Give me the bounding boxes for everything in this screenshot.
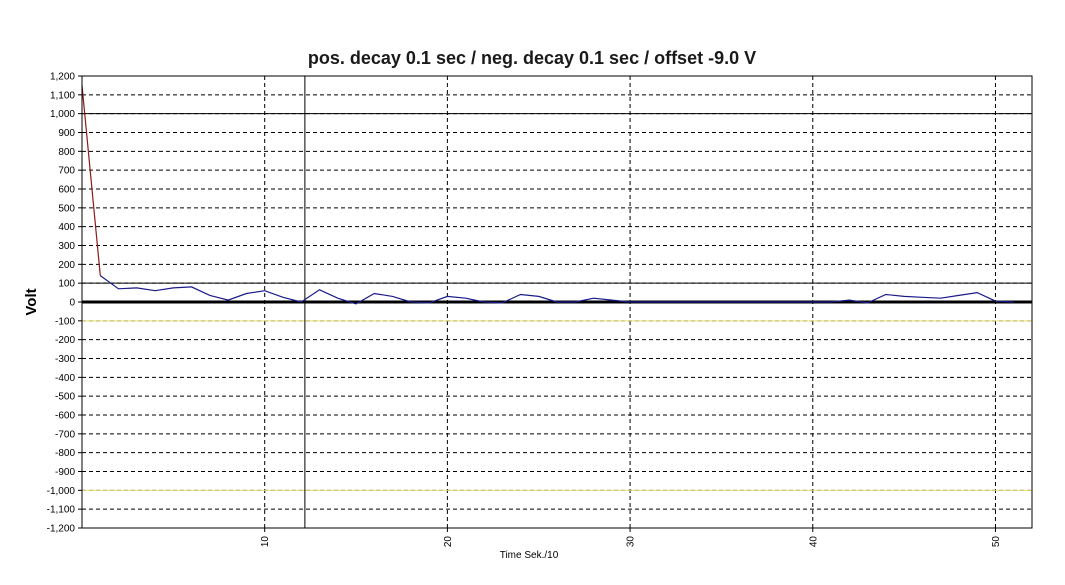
chart-title: pos. decay 0.1 sec / neg. decay 0.1 sec … bbox=[308, 48, 756, 68]
y-tick-label: 300 bbox=[58, 241, 75, 252]
x-tick-label: 10 bbox=[260, 536, 271, 548]
y-tick-label: 500 bbox=[58, 203, 75, 214]
x-axis-label: Time Sek./10 bbox=[500, 550, 559, 561]
x-tick-label: 40 bbox=[808, 536, 819, 548]
y-tick-label: 200 bbox=[58, 260, 75, 271]
y-tick-label: 0 bbox=[69, 298, 75, 309]
y-tick-label: 700 bbox=[58, 166, 75, 177]
y-tick-label: -1,200 bbox=[47, 524, 76, 535]
y-tick-label: -1,100 bbox=[47, 505, 76, 516]
x-tick-label: 50 bbox=[991, 536, 1002, 548]
y-tick-label: -800 bbox=[55, 448, 75, 459]
y-tick-label: 100 bbox=[58, 279, 75, 290]
y-tick-label: -100 bbox=[55, 316, 75, 327]
y-tick-label: 800 bbox=[58, 147, 75, 158]
y-tick-label: 400 bbox=[58, 222, 75, 233]
y-tick-label: -300 bbox=[55, 354, 75, 365]
y-tick-label: -400 bbox=[55, 373, 75, 384]
y-tick-label: -500 bbox=[55, 392, 75, 403]
y-tick-label: -1,000 bbox=[47, 486, 76, 497]
y-tick-label: 1,100 bbox=[50, 90, 75, 101]
x-tick-label: 30 bbox=[626, 536, 637, 548]
data-series bbox=[81, 85, 1014, 305]
y-tick-label: 600 bbox=[58, 185, 75, 196]
y-axis-label: Volt bbox=[23, 288, 40, 315]
series-line-1 bbox=[81, 85, 101, 276]
series-line-2 bbox=[99, 275, 1014, 305]
x-tick-label: 20 bbox=[443, 536, 454, 548]
y-tick-label: -600 bbox=[55, 411, 75, 422]
y-tick-label: 1,200 bbox=[50, 72, 75, 83]
y-tick-label: 900 bbox=[58, 128, 75, 139]
y-tick-label: -700 bbox=[55, 429, 75, 440]
y-tick-label: 1,000 bbox=[50, 109, 75, 120]
y-tick-label: -900 bbox=[55, 467, 75, 478]
x-axis-ticks: 10 20 30 40 50 bbox=[260, 528, 1002, 547]
y-axis-ticks: 1,200 1,100 1,000 900 800 700 600 500 400 300 200 1… bbox=[47, 72, 82, 535]
y-tick-label: -200 bbox=[55, 335, 75, 346]
